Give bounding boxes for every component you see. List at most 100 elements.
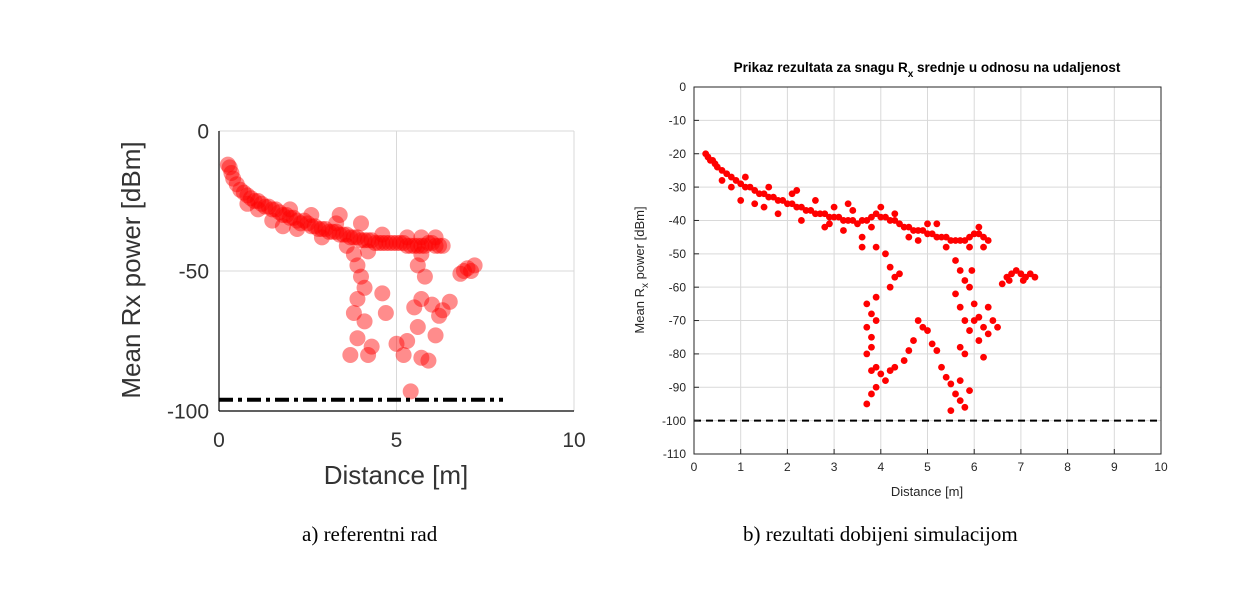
data-point xyxy=(741,173,749,181)
data-point xyxy=(331,207,348,223)
data-point xyxy=(356,313,373,330)
data-point xyxy=(947,380,955,388)
data-point xyxy=(765,183,773,191)
data-point xyxy=(882,250,889,258)
y-tick-label: 0 xyxy=(197,120,209,143)
data-point xyxy=(751,200,759,208)
data-point xyxy=(374,235,391,251)
x-tick-label: 8 xyxy=(1064,460,1071,474)
data-point xyxy=(849,207,857,214)
data-point xyxy=(858,233,866,241)
data-point xyxy=(296,212,313,229)
data-point xyxy=(961,277,969,284)
data-point xyxy=(353,268,369,285)
data-point xyxy=(413,229,430,246)
data-point xyxy=(285,209,302,226)
data-point xyxy=(840,217,847,224)
data-point xyxy=(374,285,391,302)
data-point xyxy=(900,357,908,364)
data-point xyxy=(863,323,871,331)
data-point xyxy=(427,229,444,246)
data-point xyxy=(956,397,964,405)
data-point xyxy=(299,215,316,232)
data-point xyxy=(961,317,969,324)
data-point xyxy=(413,349,430,366)
reference-chart: 0 5 10 0 -50 -100 Distance [m] Mean Rx power … xyxy=(116,120,586,490)
data-point xyxy=(424,235,440,251)
data-point xyxy=(271,204,288,221)
data-point xyxy=(872,383,880,391)
data-point xyxy=(374,226,391,243)
data-point xyxy=(360,243,377,260)
data-point xyxy=(968,267,976,274)
data-point xyxy=(246,193,263,209)
data-point xyxy=(345,246,362,263)
data-point xyxy=(420,352,437,369)
y-tick-label: 0 xyxy=(679,80,686,94)
data-point xyxy=(282,201,298,218)
data-point xyxy=(868,310,875,318)
data-point xyxy=(466,257,483,274)
right-y-axis-label: Mean Rx power [dBm] xyxy=(632,206,651,333)
data-point xyxy=(910,337,917,344)
data-point xyxy=(956,267,964,274)
x-tick-label: 5 xyxy=(391,429,403,452)
data-point xyxy=(219,156,236,173)
data-point xyxy=(863,300,871,308)
data-point xyxy=(384,235,401,251)
data-point xyxy=(282,209,298,226)
data-point xyxy=(409,237,426,254)
right-tick-labels: 0 1 2 3 4 5 6 7 8 9 10 0 -10 -20 -30 -40 -50 -60 -70 -80 -90… xyxy=(662,80,1168,474)
data-point xyxy=(956,343,964,351)
data-point xyxy=(802,207,810,214)
data-point xyxy=(755,190,763,198)
x-tick-label: 1 xyxy=(737,460,744,474)
data-point xyxy=(966,327,973,334)
data-point xyxy=(741,183,749,191)
data-point xyxy=(942,373,950,381)
x-tick-label: 0 xyxy=(213,429,225,452)
data-point xyxy=(235,184,252,201)
data-point xyxy=(970,230,978,238)
data-point xyxy=(221,159,238,176)
data-point xyxy=(413,246,430,263)
data-point xyxy=(253,195,270,212)
data-point xyxy=(274,218,291,235)
data-point xyxy=(328,215,345,232)
data-point xyxy=(886,263,894,271)
data-point xyxy=(774,197,782,204)
y-tick-label: -50 xyxy=(669,247,687,261)
data-point xyxy=(984,237,992,244)
data-point xyxy=(223,165,240,181)
data-point xyxy=(886,283,894,291)
data-point xyxy=(392,235,409,251)
x-tick-label: 6 xyxy=(971,460,978,474)
data-point xyxy=(402,383,419,400)
data-point xyxy=(338,237,355,254)
caption-reference: a) referentni rad xyxy=(302,522,438,546)
data-point xyxy=(388,335,405,352)
data-point xyxy=(232,181,249,198)
data-point xyxy=(952,237,959,244)
data-point xyxy=(924,230,931,238)
data-point xyxy=(774,210,782,218)
data-point xyxy=(395,347,412,363)
data-point xyxy=(463,263,480,279)
data-point xyxy=(933,233,941,241)
data-point xyxy=(338,226,355,243)
data-point xyxy=(952,290,959,298)
y-tick-label: -110 xyxy=(663,447,686,461)
data-point xyxy=(317,221,334,237)
data-point xyxy=(250,193,267,209)
data-point xyxy=(406,237,423,254)
data-point xyxy=(420,235,437,251)
data-point xyxy=(947,407,955,415)
data-point xyxy=(360,232,377,249)
data-point xyxy=(353,232,369,249)
data-point xyxy=(844,217,852,224)
data-point xyxy=(306,218,323,235)
data-point xyxy=(872,317,880,324)
y-tick-label: -20 xyxy=(669,147,687,161)
y-tick-label: -70 xyxy=(669,314,687,328)
